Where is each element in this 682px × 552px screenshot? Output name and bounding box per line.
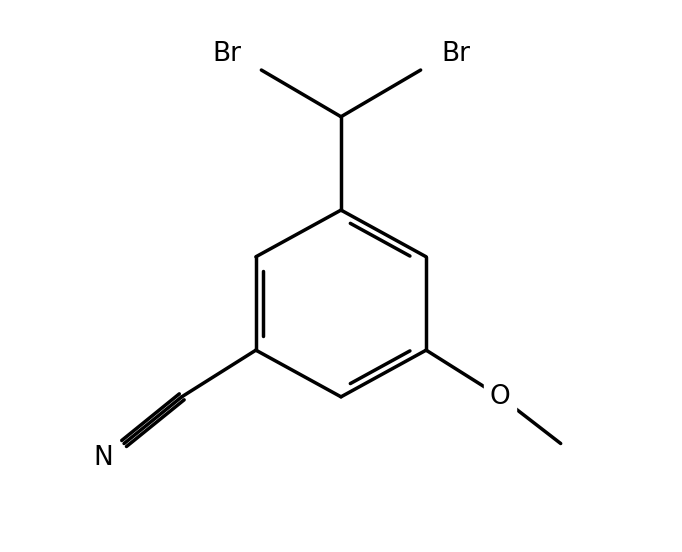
Text: N: N — [94, 445, 114, 471]
Text: O: O — [490, 384, 511, 410]
Text: Br: Br — [441, 40, 470, 67]
Text: Br: Br — [212, 40, 241, 67]
